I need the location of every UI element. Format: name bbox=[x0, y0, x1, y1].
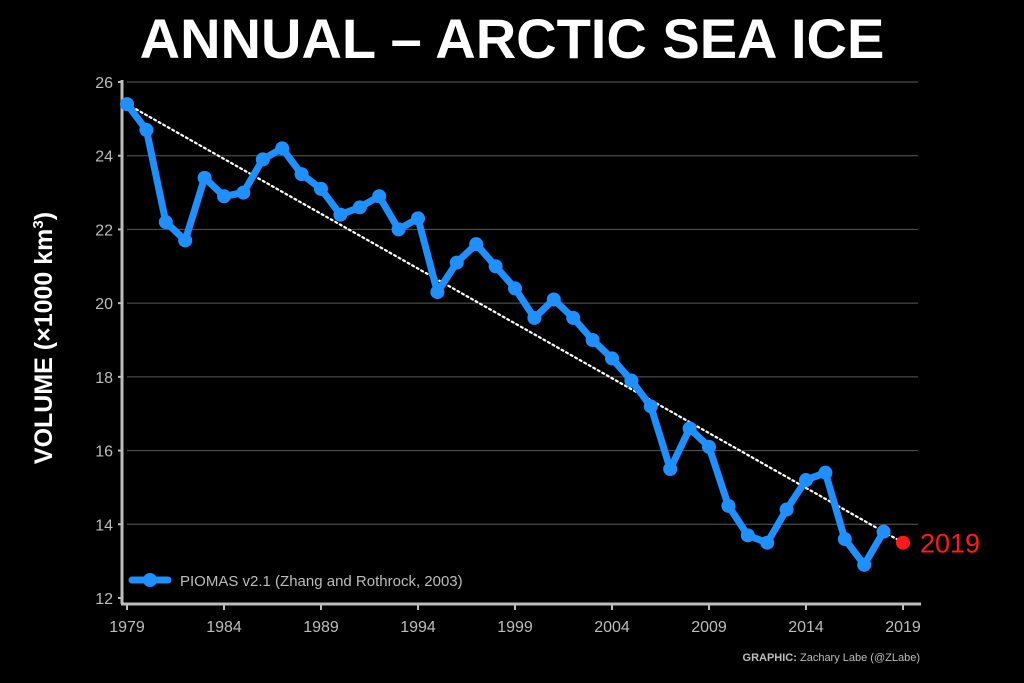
series-group bbox=[120, 97, 891, 572]
data-point bbox=[294, 167, 309, 182]
data-point bbox=[120, 97, 134, 112]
data-point bbox=[236, 185, 251, 200]
data-point bbox=[139, 122, 154, 137]
axes bbox=[118, 80, 921, 610]
data-point bbox=[333, 207, 348, 222]
y-tick-label: 16 bbox=[95, 444, 113, 461]
x-tick-label: 1984 bbox=[206, 619, 242, 636]
legend-marker bbox=[143, 573, 157, 587]
data-point bbox=[449, 255, 464, 270]
y-tick-label: 12 bbox=[95, 591, 113, 608]
y-tick-label: 20 bbox=[95, 296, 113, 313]
y-axis-label-main: VOLUME (×1000 km bbox=[30, 229, 58, 465]
data-point bbox=[527, 310, 542, 325]
trend-line-group bbox=[125, 103, 905, 544]
credit-prefix: GRAPHIC: bbox=[742, 652, 797, 664]
data-point bbox=[255, 152, 270, 167]
legend: PIOMAS v2.1 (Zhang and Rothrock, 2003) bbox=[128, 573, 463, 590]
data-point bbox=[469, 237, 484, 252]
data-point bbox=[799, 473, 813, 488]
highlight-label: 2019 bbox=[920, 529, 980, 559]
data-point bbox=[217, 189, 231, 204]
x-tick-label: 1994 bbox=[400, 619, 436, 636]
y-tick-label: 24 bbox=[95, 149, 113, 166]
data-point bbox=[837, 532, 852, 547]
data-point bbox=[372, 189, 387, 204]
grid-lines bbox=[127, 81, 918, 525]
data-point bbox=[663, 462, 678, 476]
data-point bbox=[760, 535, 775, 550]
data-point bbox=[585, 333, 600, 347]
y-axis-label-sup: 3 bbox=[30, 220, 47, 228]
data-point bbox=[643, 399, 658, 414]
data-point bbox=[275, 141, 290, 156]
data-point bbox=[508, 281, 522, 296]
x-tick-label: 2014 bbox=[788, 619, 824, 636]
series-line bbox=[123, 100, 888, 569]
y-tick-label: 26 bbox=[95, 75, 113, 92]
data-point bbox=[546, 292, 561, 307]
data-point bbox=[566, 310, 581, 325]
highlight-point bbox=[896, 535, 910, 550]
x-tick-label: 2009 bbox=[691, 619, 727, 636]
data-point bbox=[314, 181, 328, 196]
data-point bbox=[352, 200, 367, 215]
data-point bbox=[178, 233, 193, 248]
credit-text: Zachary Labe (@ZLabe) bbox=[799, 652, 920, 664]
y-tick-label: 22 bbox=[95, 222, 113, 239]
x-tick-label: 2019 bbox=[885, 619, 921, 636]
y-tick-label: 14 bbox=[95, 517, 113, 534]
trend-line bbox=[125, 103, 905, 544]
data-point bbox=[197, 170, 212, 185]
x-tick-label: 1979 bbox=[109, 619, 145, 636]
data-point bbox=[682, 421, 697, 436]
data-point bbox=[411, 211, 425, 226]
x-tick-label: 2004 bbox=[594, 619, 630, 636]
data-point bbox=[857, 557, 872, 572]
data-point bbox=[779, 502, 794, 517]
data-point bbox=[624, 373, 639, 388]
x-tick-label: 1989 bbox=[303, 619, 339, 636]
data-point bbox=[876, 524, 891, 539]
data-point bbox=[721, 498, 736, 513]
y-axis-label: VOLUME (×1000 km3) bbox=[30, 212, 58, 464]
credit: GRAPHIC: Zachary Labe (@ZLabe) bbox=[743, 652, 920, 664]
legend-label: PIOMAS v2.1 (Zhang and Rothrock, 2003) bbox=[180, 573, 463, 590]
chart-title: ANNUAL – ARCTIC SEA ICE bbox=[139, 7, 885, 70]
tick-labels: 12 14 16 18 20 22 24 26 1979 1984 1989 1994 1999 2004… bbox=[95, 75, 921, 636]
data-point bbox=[158, 215, 173, 230]
data-point bbox=[818, 465, 833, 480]
data-point bbox=[740, 528, 755, 543]
highlight-group: 2019 bbox=[896, 529, 980, 559]
y-axis-label-close: ) bbox=[30, 212, 58, 220]
data-point bbox=[605, 351, 619, 366]
x-tick-label: 1999 bbox=[497, 619, 533, 636]
data-point bbox=[702, 439, 716, 454]
y-tick-label: 18 bbox=[95, 370, 113, 387]
data-point bbox=[488, 259, 503, 274]
data-point bbox=[430, 285, 445, 300]
data-point bbox=[391, 222, 406, 237]
